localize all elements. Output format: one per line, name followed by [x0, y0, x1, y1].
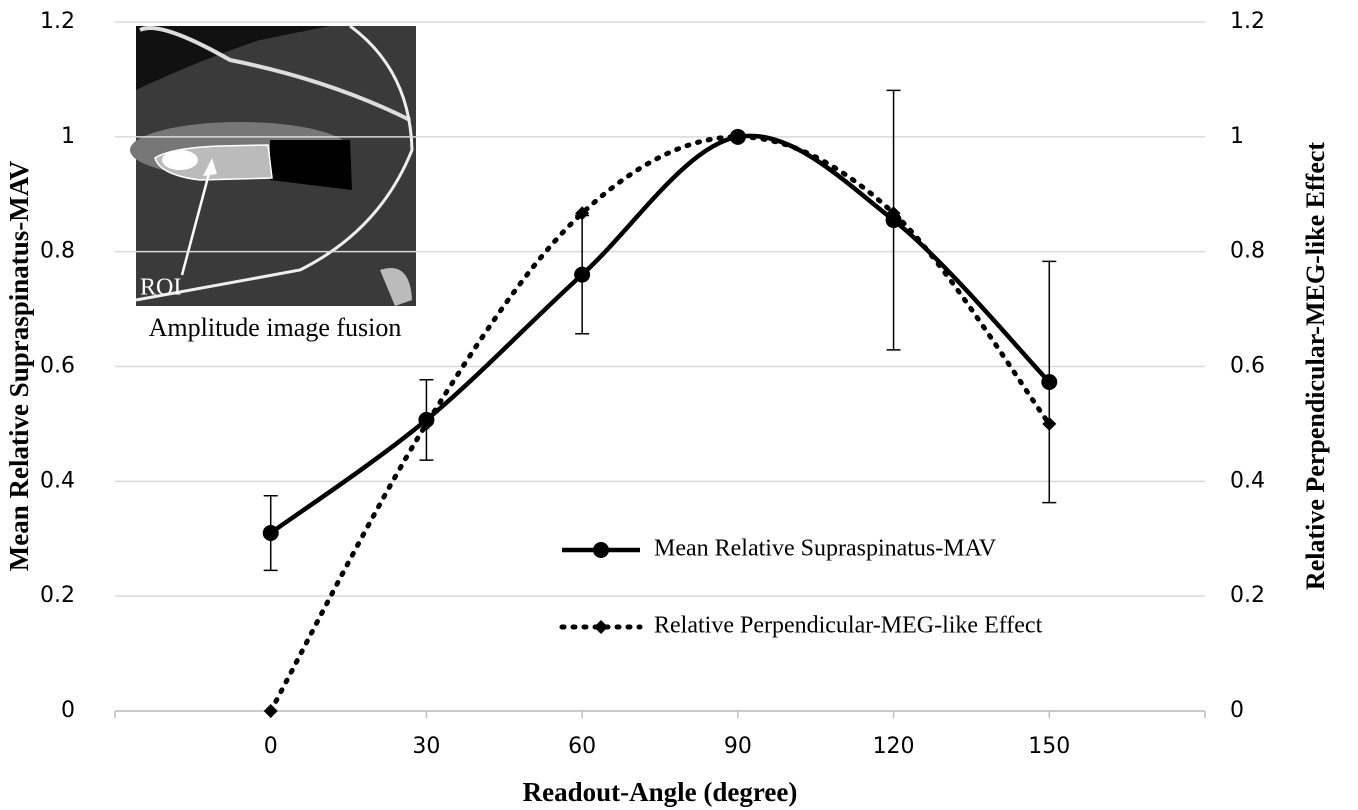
- y-tick-label: 1.2: [40, 9, 75, 34]
- point: [574, 267, 590, 283]
- inset-image: [130, 26, 416, 306]
- y2-tick-label: 0.2: [1230, 583, 1265, 608]
- x-tick-label: 90: [724, 734, 752, 759]
- point: [594, 620, 608, 634]
- y-tick-label: 0.8: [40, 239, 75, 264]
- annotation: Amplitude image fusion: [149, 313, 402, 342]
- x-tick-label: 150: [1028, 734, 1070, 759]
- x-tick-label: 30: [412, 734, 440, 759]
- y-tick-label: 0: [61, 698, 75, 723]
- point: [593, 542, 609, 558]
- y2-tick-label: 0: [1230, 698, 1244, 723]
- y-axis-label: Mean Relative Supraspinatus-MAV: [4, 160, 34, 571]
- legend-label: Mean Relative Supraspinatus-MAV: [654, 536, 997, 562]
- y2-tick-label: 1.2: [1230, 9, 1265, 34]
- y-tick-label: 1: [61, 124, 75, 149]
- y2-tick-label: 1: [1230, 124, 1244, 149]
- point: [1041, 374, 1057, 390]
- x-tick-label: 0: [264, 734, 278, 759]
- x-tick-label: 60: [568, 734, 596, 759]
- x-axis-label: Readout-Angle (degree): [523, 777, 798, 807]
- y-tick-label: 0.4: [40, 468, 75, 493]
- point: [263, 525, 279, 541]
- y2-tick-label: 0.6: [1230, 354, 1265, 379]
- x-tick-label: 120: [873, 734, 915, 759]
- point: [264, 704, 278, 718]
- annotation: ROI: [140, 275, 181, 301]
- y2-tick-label: 0.4: [1230, 468, 1265, 493]
- y2-tick-label: 0.8: [1230, 239, 1265, 264]
- y-tick-label: 0.6: [40, 354, 75, 379]
- y-tick-label: 0.2: [40, 583, 75, 608]
- chart: ROI Amplitude image fusion Readout-Angle…: [0, 0, 1358, 810]
- legend-label: Relative Perpendicular-MEG-like Effect: [654, 613, 1043, 639]
- y2-axis-label: Relative Perpendicular-MEG-like Effect: [1301, 142, 1330, 590]
